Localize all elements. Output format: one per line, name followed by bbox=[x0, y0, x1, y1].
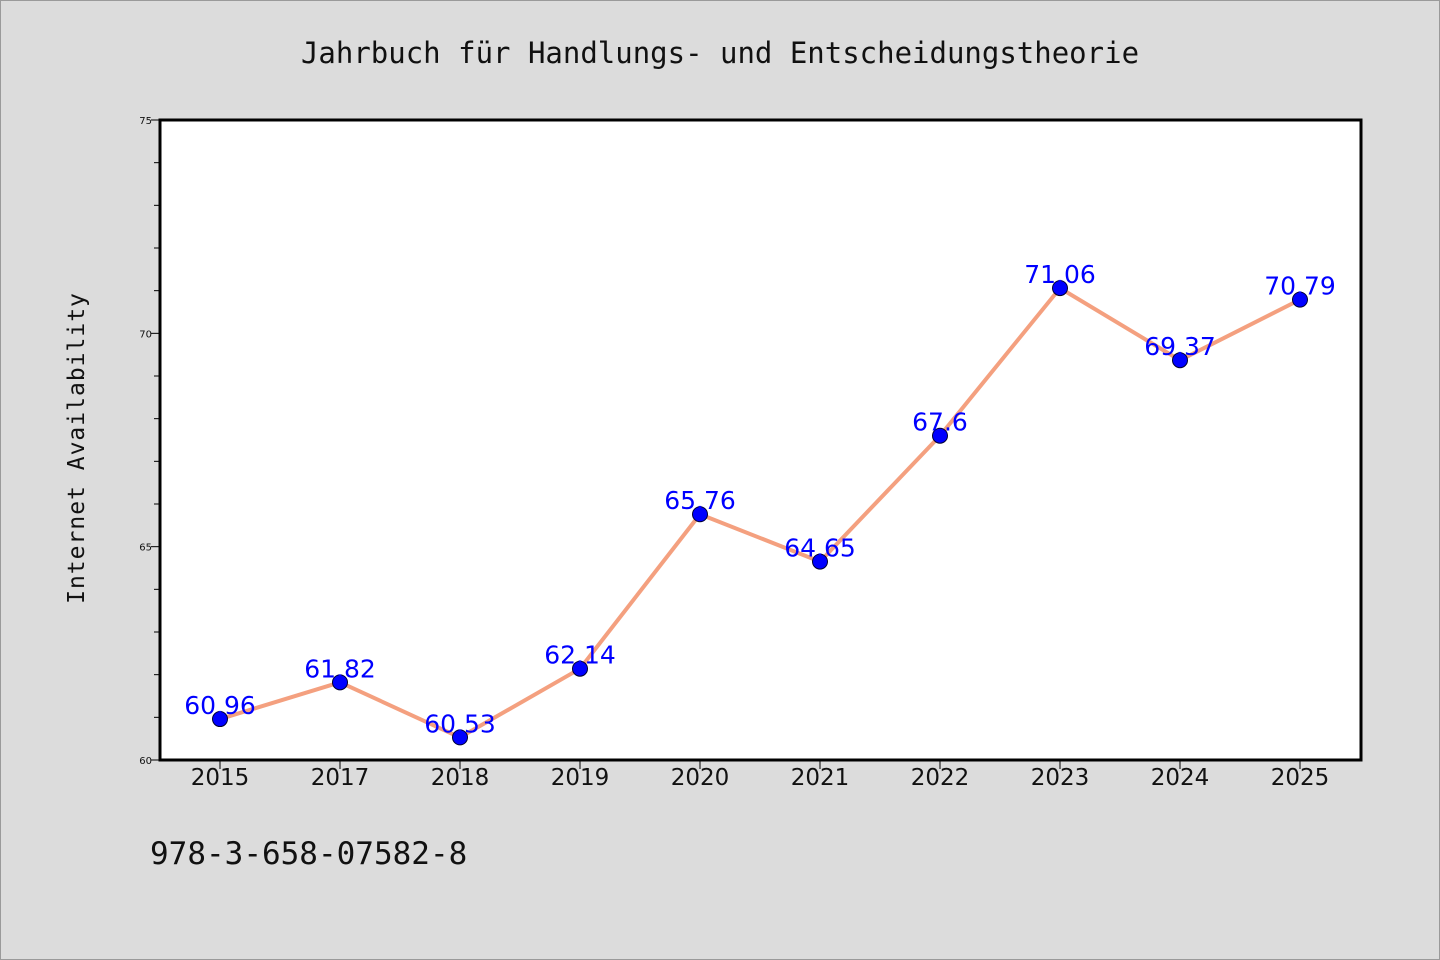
data-label: 62.14 bbox=[544, 641, 616, 670]
data-label: 60.96 bbox=[184, 691, 256, 720]
data-point bbox=[1052, 280, 1068, 297]
x-tick-label: 2018 bbox=[431, 765, 490, 791]
y-axis-label: Internet Availability bbox=[64, 292, 90, 604]
y-tick-label: 75 bbox=[139, 116, 152, 127]
data-label: 71.06 bbox=[1024, 260, 1096, 289]
data-point bbox=[212, 711, 228, 728]
series-layer: 60.96 61.82 60.53 62.14 65.76 64.65 67.6 71.06 6… bbox=[184, 260, 1336, 746]
chart-title: Jahrbuch für Handlungs- und Entscheidung… bbox=[301, 36, 1139, 70]
data-point bbox=[572, 660, 588, 677]
x-tick-label: 2024 bbox=[1151, 765, 1210, 791]
x-tick-label: 2025 bbox=[1271, 765, 1330, 791]
y-axis: 60 65 70 75 bbox=[139, 116, 160, 767]
x-tick-label: 2020 bbox=[671, 765, 730, 791]
x-tick-label: 2015 bbox=[191, 765, 250, 791]
y-tick-label: 70 bbox=[139, 329, 152, 340]
data-label: 61.82 bbox=[304, 654, 376, 683]
data-label: 67.6 bbox=[912, 408, 968, 437]
x-tick-label: 2022 bbox=[911, 765, 970, 791]
data-label: 65.76 bbox=[664, 486, 736, 515]
x-tick-label: 2021 bbox=[791, 765, 850, 791]
data-label: 64.65 bbox=[784, 534, 856, 563]
data-point bbox=[1292, 291, 1308, 308]
data-label: 60.53 bbox=[424, 709, 496, 738]
series-line bbox=[218, 286, 1302, 740]
data-point bbox=[1172, 352, 1188, 369]
data-point bbox=[932, 427, 948, 444]
x-tick-label: 2017 bbox=[311, 765, 370, 791]
plot-area bbox=[158, 118, 1363, 762]
x-tick-label: 2019 bbox=[551, 765, 610, 791]
y-tick-label: 65 bbox=[139, 543, 152, 554]
data-label: 70.79 bbox=[1264, 272, 1336, 301]
data-point bbox=[812, 553, 828, 570]
x-axis: 2015 2017 2018 2019 2020 2021 2022 2023 2024 2025 bbox=[191, 760, 1330, 791]
x-tick-label: 2023 bbox=[1031, 765, 1090, 791]
data-label: 69.37 bbox=[1144, 332, 1216, 361]
y-tick-label: 60 bbox=[139, 756, 152, 767]
data-point bbox=[692, 506, 708, 523]
footer-isbn: 978-3-658-07582-8 bbox=[150, 836, 467, 872]
data-point bbox=[332, 674, 348, 691]
data-point bbox=[452, 729, 468, 746]
